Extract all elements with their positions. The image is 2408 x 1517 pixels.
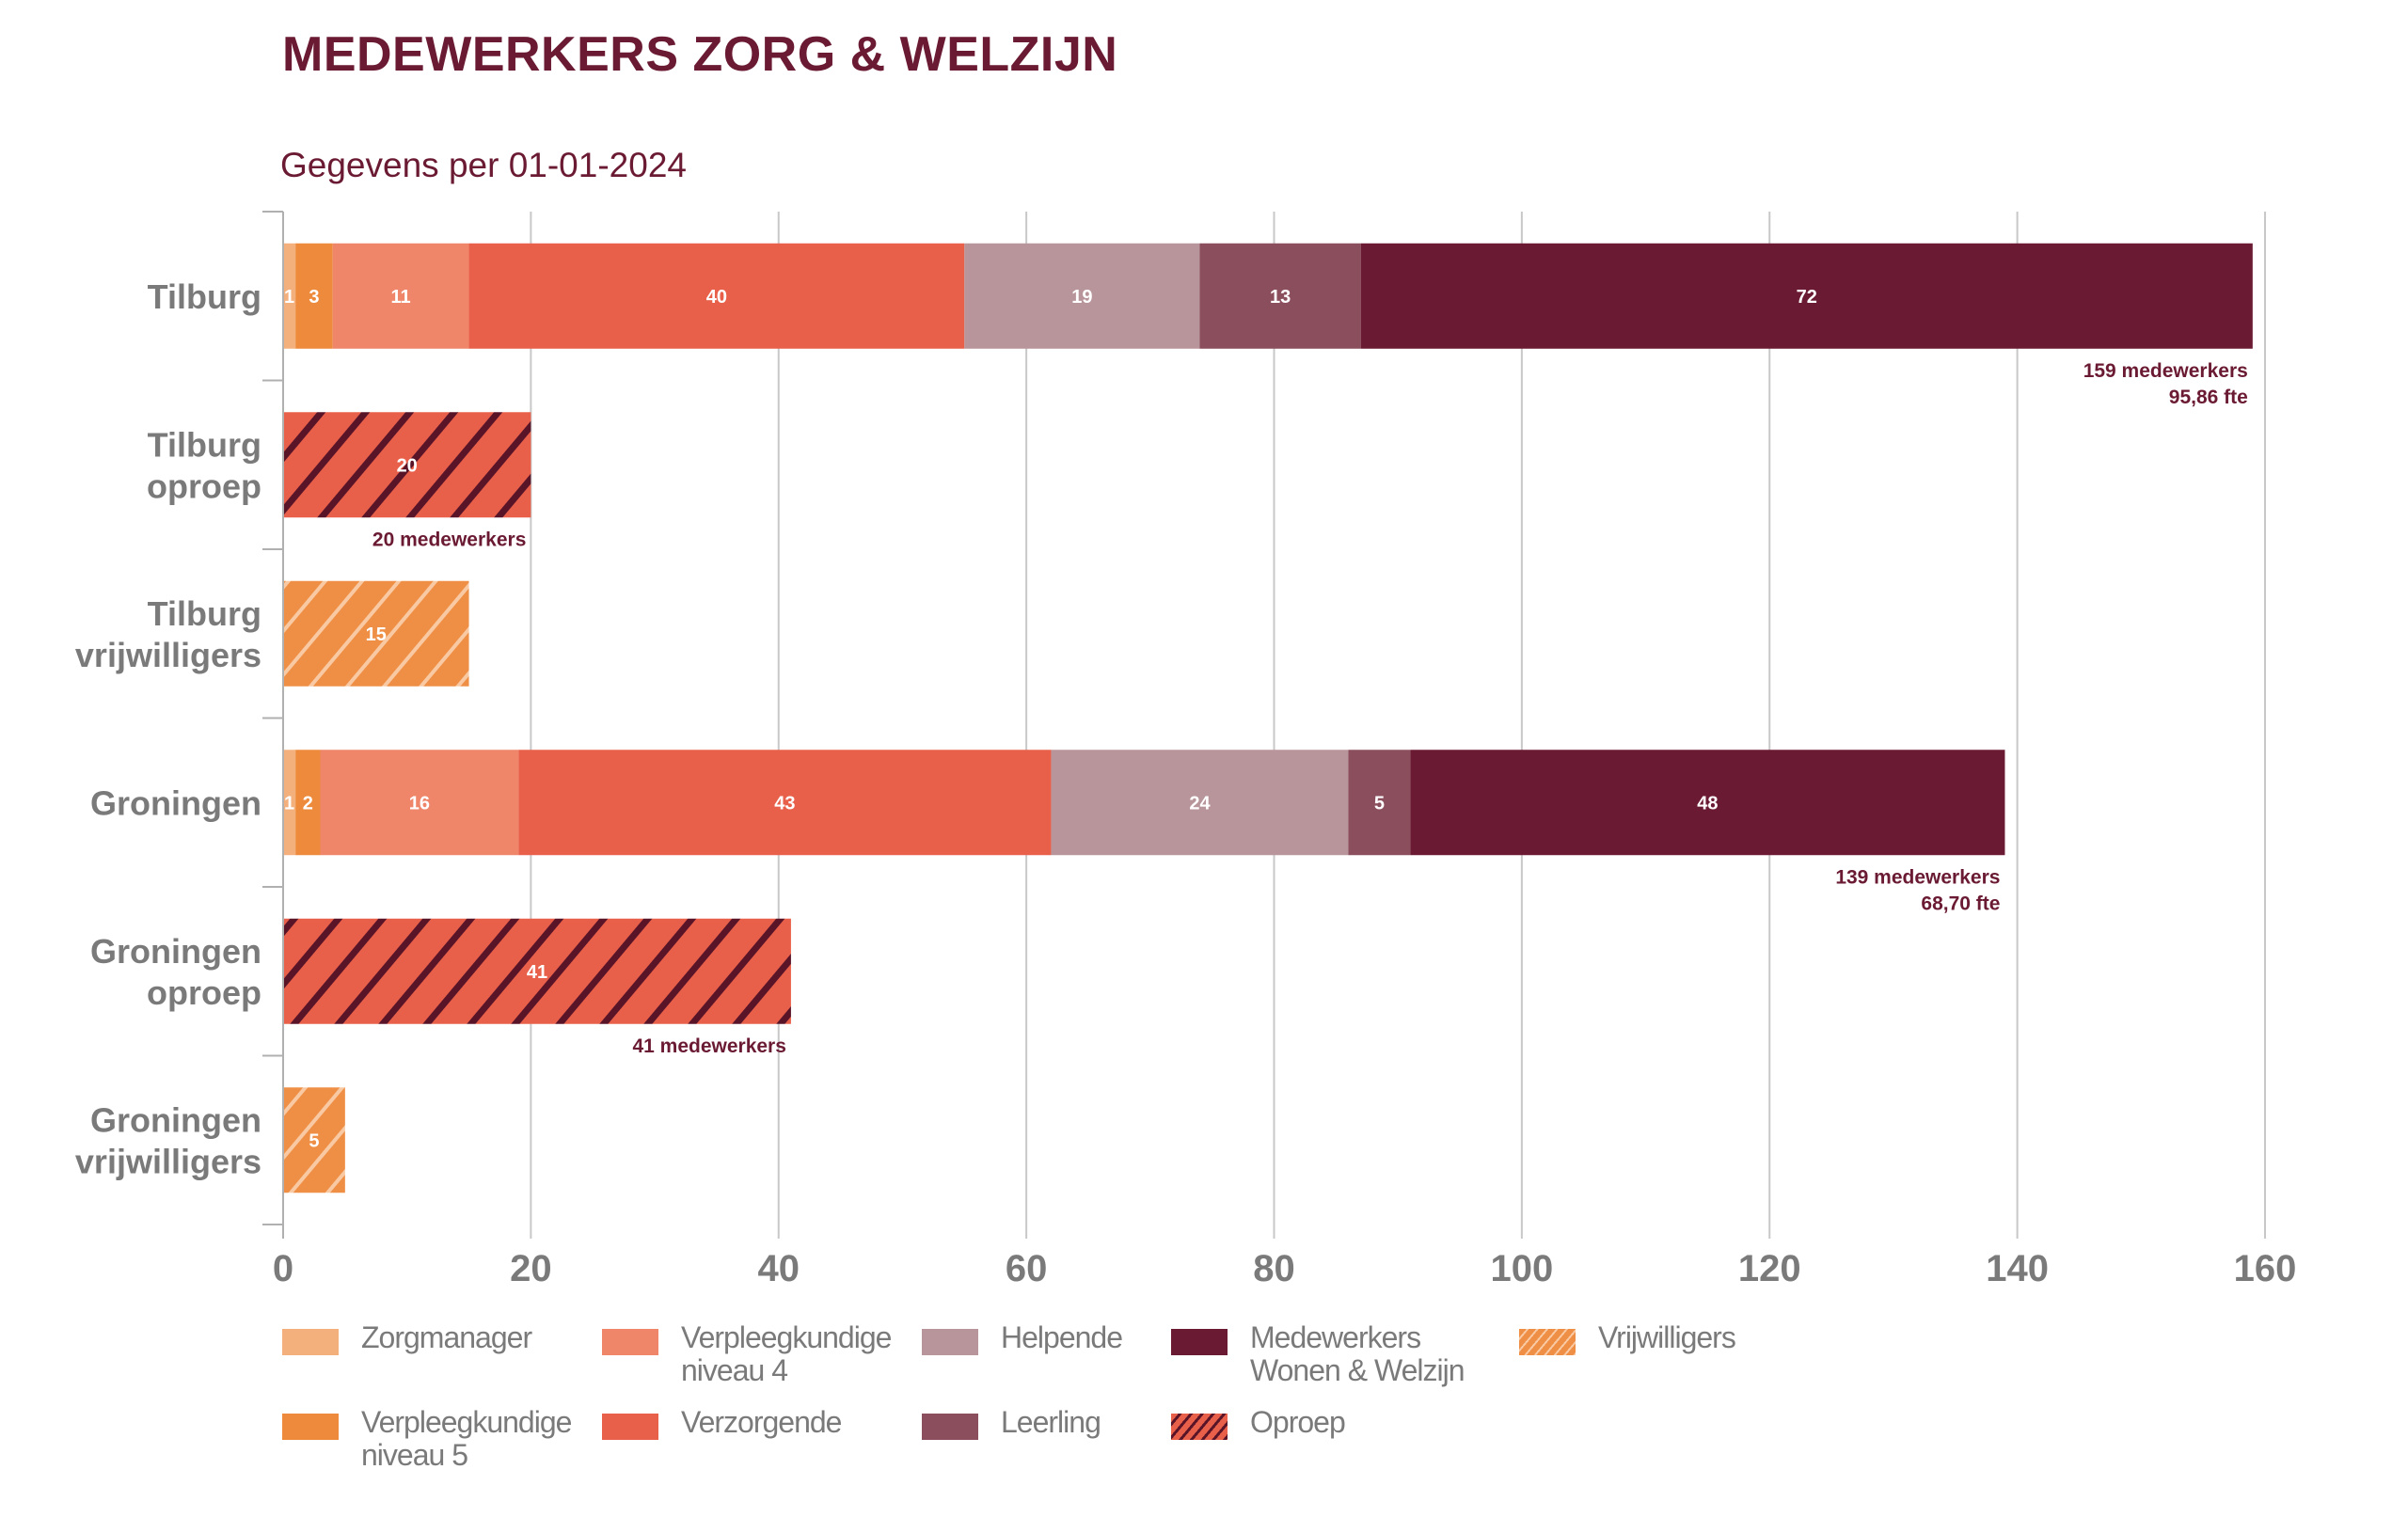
grid-lines [530,212,2266,1239]
legend-label: Zorgmanager [361,1320,532,1354]
legend-swatch [922,1414,978,1440]
legend-swatch [1171,1329,1228,1355]
category-label: Groningen vrijwilligers [75,1100,261,1180]
legend-label: Oproep [1250,1405,1346,1439]
bar-segment-oproep [283,412,531,518]
bar-segment-zorgmanager [283,750,296,856]
bar-total-note: 139 medewerkers [1835,866,2000,888]
bar-segment-vpk4 [320,750,519,856]
data-label: 2 [303,793,313,814]
bar-segment-vrijwilligers [283,1087,345,1193]
legend-label: Verpleegkundige niveau 4 [681,1320,892,1387]
legend-label: Leerling [1001,1405,1101,1439]
data-label: 41 [527,962,547,983]
data-label: 13 [1270,287,1291,308]
legend-swatch [922,1329,978,1355]
category-labels: Tilburg Tilburg oproep Tilburg vrijwilligers… [75,277,261,1181]
x-axis: 0 20 40 60 80 100 120 140 160 [262,211,2297,1289]
legend-item-zorgmanager: Zorgmanager [282,1320,532,1355]
bar-segment-leerling [1348,750,1411,856]
data-label: 48 [1697,793,1718,814]
bar-segment-helpende [1051,750,1349,856]
legend-item-helpende: Helpende [922,1320,1123,1355]
bar-segment-zorgmanager [283,243,296,349]
bar-segment-oproep [283,918,791,1024]
bar-segment-verzorgende [468,243,965,349]
data-label: 20 [397,455,418,476]
bar-segment-vpk4 [332,243,469,349]
legend-item-leerling: Leerling [922,1406,1101,1440]
bar-total-note: 41 medewerkers [632,1035,785,1057]
bar-total-note: 68,70 fte [1921,893,2000,914]
data-label: 19 [1071,287,1092,308]
chart-subtitle: Gegevens per 01-01-2024 [280,146,687,184]
data-label: 11 [391,287,411,308]
data-label: 1 [284,287,294,308]
x-tick-label: 160 [2234,1248,2297,1289]
category-label: Tilburg vrijwilligers [75,594,261,674]
bar-segment-wonen_welzijn [1360,243,2253,349]
category-label: Tilburg [148,277,261,316]
data-label: 16 [409,793,430,814]
category-label: Groningen oproep [90,932,261,1012]
legend-swatch [1519,1329,1576,1355]
data-label: 15 [366,624,387,645]
legend-item-vpk5: Verpleegkundige niveau 5 [282,1405,572,1472]
legend-item-verzorgende: Verzorgende [602,1405,842,1440]
legend-label: Medewerkers Wonen & Welzijn [1250,1320,1465,1387]
data-label: 3 [309,287,319,308]
bar-segment-wonen_welzijn [1410,750,2005,856]
legend-item-oproep: Oproep [1171,1405,1346,1440]
category-label: Groningen [90,783,261,822]
bar-segment-helpende [964,243,1200,349]
chart-legend: Zorgmanager Verpleegkundige niveau 5 Verpl… [282,1321,1881,1500]
bar-segment-leerling [1199,243,1361,349]
bar-segment-vpk5 [295,750,321,856]
chart-title: MEDEWERKERS ZORG & WELZIJN [282,27,1118,82]
x-tick-label: 40 [758,1248,800,1289]
x-tick-label: 60 [1006,1248,1048,1289]
data-label: 5 [1374,793,1385,814]
data-label: 1 [284,793,294,814]
legend-item-vrijwilligers: Vrijwilligers [1519,1320,1736,1355]
legend-swatch [1171,1414,1228,1440]
x-tick-label: 100 [1491,1248,1554,1289]
data-label: 40 [706,287,727,308]
legend-swatch [602,1414,658,1440]
legend-label: Helpende [1001,1320,1123,1354]
bar-segment-verzorgende [518,750,1052,856]
legend-label: Verpleegkundige niveau 5 [361,1405,572,1472]
data-label: 5 [309,1130,319,1151]
bar-total-note: 20 medewerkers [372,529,526,550]
data-label: 72 [1797,287,1817,308]
bar-segment-vrijwilligers [283,580,469,687]
legend-item-wonen_welzijn: Medewerkers Wonen & Welzijn [1171,1320,1465,1387]
legend-swatch [282,1329,339,1355]
x-tick-label: 140 [1986,1248,2049,1289]
bar-total-note: 159 medewerkers [2083,360,2248,382]
x-tick-label: 120 [1738,1248,1801,1289]
legend-label: Verzorgende [681,1405,842,1439]
legend-swatch [602,1329,658,1355]
legend-label: Vrijwilligers [1598,1320,1736,1354]
category-label: Tilburg oproep [147,425,261,505]
x-tick-label: 80 [1253,1248,1295,1289]
bar-segment-vpk5 [295,243,333,349]
data-label: 43 [774,793,795,814]
legend-item-vpk4: Verpleegkundige niveau 4 [602,1320,892,1387]
x-tick-label: 20 [510,1248,552,1289]
x-tick-label: 0 [273,1248,293,1289]
bar-total-note: 95,86 fte [2169,387,2248,408]
legend-swatch [282,1414,339,1440]
data-label: 24 [1189,793,1211,814]
